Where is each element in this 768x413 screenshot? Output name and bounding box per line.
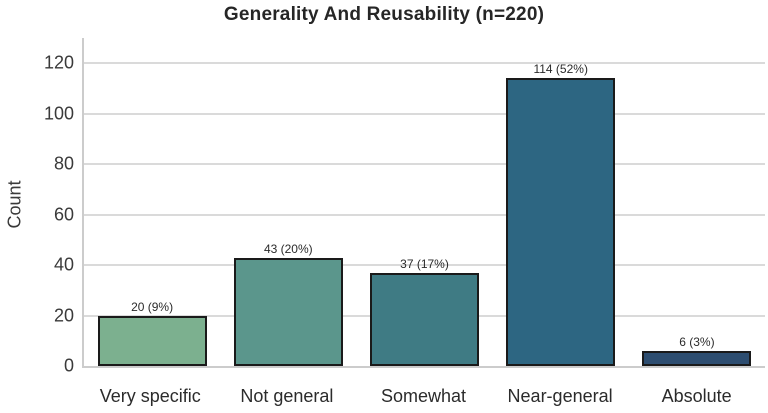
bar-near-general: 114 (52%) <box>506 62 616 366</box>
y-tick-label: 120 <box>43 52 74 73</box>
bar-slot: 114 (52%) <box>493 38 629 366</box>
bar-value-label: 114 (52%) <box>533 62 588 77</box>
bar-value-label: 43 (20%) <box>263 241 313 256</box>
bar-value-label: 6 (3%) <box>679 334 715 349</box>
bar-value-label: 20 (9%) <box>131 299 174 314</box>
bar-value-label: 37 (17%) <box>400 256 449 271</box>
x-tick-label-near-general: Near-general <box>507 386 613 406</box>
gridline-y-60 <box>84 213 765 216</box>
x-tick-label-not-general: Not general <box>240 386 334 406</box>
y-axis-label: Count <box>4 180 25 229</box>
y-tick-label: 40 <box>53 254 74 275</box>
y-tick-label: 80 <box>53 153 74 174</box>
bar-slot: 20 (9%) <box>84 38 220 366</box>
gridline-y-80 <box>84 163 765 166</box>
bar-very-specific: 20 (9%) <box>97 300 207 366</box>
gridline-y-40 <box>84 264 765 267</box>
gridline-y-120 <box>84 62 765 65</box>
x-tick-label-somewhat: Somewhat <box>380 386 466 406</box>
y-tick-label: 0 <box>63 355 74 376</box>
bars-container: 20 (9%) 43 (20%) 37 (17%) 114 (52%) 6 (3%) <box>84 38 765 366</box>
x-tick-label-very-specific: Very specific <box>99 386 201 406</box>
gridline-y-100 <box>84 112 765 115</box>
chart-title: Generality And Reusability (n=220) <box>223 4 545 25</box>
x-axis-labels: Very specific Not general Somewhat Near-gen… <box>82 386 765 407</box>
y-tick-label: 60 <box>53 204 74 225</box>
bar-slot: 43 (20%) <box>220 38 356 366</box>
bar-not-general: 43 (20%) <box>233 242 343 366</box>
bar-somewhat: 37 (17%) <box>370 257 479 366</box>
bar-absolute: 6 (3%) <box>642 335 752 366</box>
bar-slot: 6 (3%) <box>629 38 765 366</box>
plot-area-wrapper: 0 20 40 60 80 100 120 20 (9%) 43 (20%) 37 (17%) 11… <box>44 38 765 376</box>
plot-area: 0 20 40 60 80 100 120 20 (9%) 43 (20%) 37 (17%) 11… <box>44 38 765 376</box>
y-tick-label: 20 <box>53 305 74 326</box>
y-tick-label: 100 <box>43 103 74 124</box>
x-tick-label-absolute: Absolute <box>661 386 732 406</box>
bar-slot: 37 (17%) <box>356 38 492 366</box>
